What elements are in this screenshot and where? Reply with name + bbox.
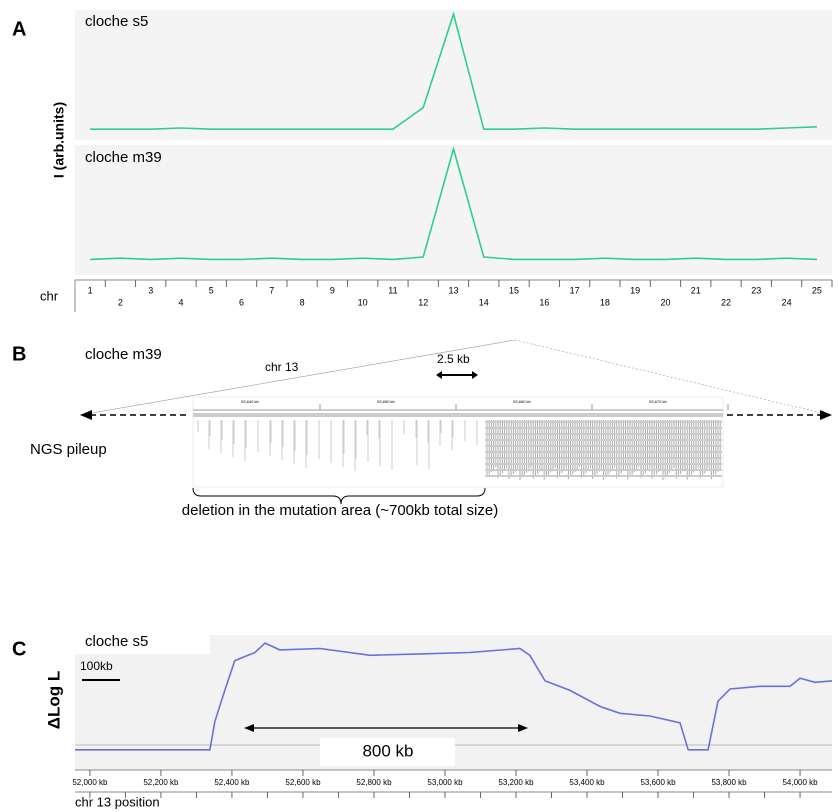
arrowhead <box>80 410 92 420</box>
page: {"labels": {"a": "A", "b": "B", "c": "C"… <box>0 0 838 812</box>
x-tick-label: 7 <box>269 285 274 295</box>
read-row <box>485 433 722 435</box>
x-tick-label: 53,600 kb <box>640 778 676 787</box>
read-row <box>485 469 722 471</box>
x-tick-label: 11 <box>388 285 397 295</box>
x-tick-label: 52,000 kb <box>72 778 108 787</box>
x-tick-label: 52,800 kb <box>356 778 392 787</box>
x-tick-label: 24 <box>782 297 792 307</box>
ruler-label: 53,660 kb <box>513 399 531 404</box>
x-tick-label: 14 <box>479 297 489 307</box>
x-tick-label: 53,200 kb <box>498 778 534 787</box>
x-tick-label: 18 <box>600 297 610 307</box>
scale-label: 2.5 kb <box>437 352 470 366</box>
x-tick-label: 9 <box>330 285 335 295</box>
x-tick-label: 17 <box>570 285 580 295</box>
x-tick-label: 6 <box>239 297 244 307</box>
panel-letter: B <box>12 343 26 365</box>
x-tick-label: 8 <box>300 297 305 307</box>
annotation: deletion in the mutation area (~700kb to… <box>182 502 498 519</box>
ruler-label: 53,650 kb <box>377 399 395 404</box>
x-axis-label: chr 13 position <box>75 794 160 809</box>
x-tick-label: 23 <box>751 285 761 295</box>
plot-title: cloche s5 <box>85 633 148 650</box>
x-tick-label: 1 <box>88 285 93 295</box>
x-tick-label: 2 <box>118 297 123 307</box>
x-tick-label: 52,400 kb <box>214 778 250 787</box>
x-tick-label: 19 <box>630 285 640 295</box>
chromosome-label: chr 13 <box>265 360 299 374</box>
sample-label: cloche m39 <box>85 346 162 363</box>
x-tick-label: 22 <box>721 297 731 307</box>
x-tick-label: 3 <box>148 285 153 295</box>
read-row <box>485 475 722 477</box>
x-tick-label: 53,400 kb <box>569 778 605 787</box>
panel-letter: A <box>12 18 26 40</box>
x-tick-label: 16 <box>539 297 549 307</box>
series-label: cloche m39 <box>85 149 162 166</box>
x-tick-label: 53,000 kb <box>427 778 463 787</box>
x-tick-label: 21 <box>691 285 701 295</box>
plot-background <box>75 145 832 275</box>
y-axis-label: ΔLog L <box>44 671 63 729</box>
plot-background <box>75 10 832 140</box>
y-axis-label: I (arb.units) <box>51 102 67 178</box>
x-axis-label: chr <box>40 288 59 303</box>
x-tick-label: 20 <box>660 297 670 307</box>
ruler-label: 53,670 kb <box>649 399 667 404</box>
x-tick-label: 53,800 kb <box>711 778 747 787</box>
x-tick-label: 25 <box>812 285 822 295</box>
read-row <box>485 451 722 453</box>
read-row <box>485 439 722 441</box>
x-tick-label: 52,200 kb <box>143 778 179 787</box>
read-row <box>485 457 722 459</box>
panel-letter: C <box>12 638 26 660</box>
read-row <box>485 421 722 423</box>
x-tick-label: 12 <box>418 297 428 307</box>
track-label: NGS pileup <box>30 441 107 458</box>
read-row <box>485 427 722 429</box>
span-label: 800 kb <box>362 741 413 760</box>
x-tick-label: 54,000 kb <box>782 778 818 787</box>
read-row <box>485 463 722 465</box>
x-tick-label: 4 <box>178 297 183 307</box>
x-tick-label: 5 <box>209 285 214 295</box>
ruler-band <box>193 413 723 417</box>
arrowhead <box>820 410 832 420</box>
x-tick-label: 10 <box>358 297 368 307</box>
x-tick-label: 15 <box>509 285 519 295</box>
read-row <box>485 445 722 447</box>
x-tick-label: 13 <box>448 285 458 295</box>
x-tick-label: 52,600 kb <box>285 778 321 787</box>
scale-label: 100kb <box>80 659 113 673</box>
ruler-label: 53,640 kb <box>241 399 259 404</box>
series-label: cloche s5 <box>85 13 148 30</box>
figure: A cloche s5 cloche m39 I (arb.units) chr… <box>0 0 838 812</box>
